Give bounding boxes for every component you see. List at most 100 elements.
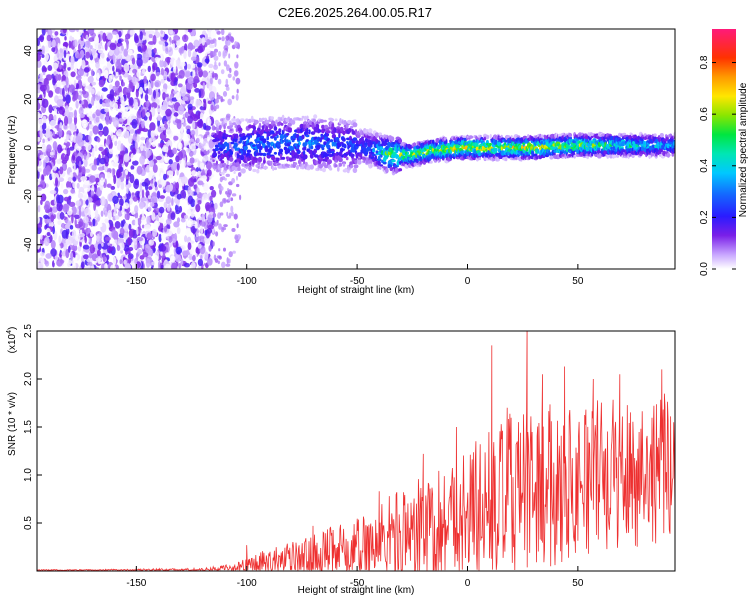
spectrogram-noise-cell — [199, 112, 204, 121]
spectrogram-noise-cell — [177, 142, 183, 150]
spectrogram-noise-cell — [46, 34, 52, 42]
spectrogram-noise-cell — [144, 243, 151, 252]
spectrogram-signal-cell — [319, 137, 323, 143]
spectrogram-noise-cell — [136, 110, 142, 120]
spectrogram-signal-cell — [354, 129, 358, 134]
spectrogram-noise-cell — [150, 130, 156, 138]
spectrogram-signal-cell — [287, 122, 292, 127]
spectrogram-noise-cell — [219, 201, 224, 208]
spectrogram-noise-cell — [136, 57, 143, 67]
spectrogram-signal-cell — [306, 115, 309, 121]
spectrogram-noise-cell — [185, 70, 191, 78]
spectrogram-noise-cell — [67, 70, 71, 77]
spectrogram-signal-cell — [317, 129, 322, 133]
spectrogram-noise-cell — [100, 210, 104, 217]
spectrogram-noise-cell — [62, 29, 67, 34]
spectrogram-noise-cell — [92, 218, 96, 227]
spectrogram-noise-cell — [162, 41, 166, 52]
spectrogram-noise-cell — [120, 143, 124, 152]
spectrogram-noise-cell — [46, 84, 50, 93]
spectrogram-noise-cell — [68, 40, 72, 49]
spectrogram-signal-cell — [257, 156, 263, 163]
spectrogram-signal-cell — [317, 159, 322, 165]
spectrogram-noise-cell — [144, 224, 151, 230]
spectrogram-signal-cell — [256, 168, 260, 174]
spectrogram-noise-cell — [113, 156, 119, 164]
spectrogram-noise-cell — [213, 64, 219, 70]
spectrogram-signal-cell — [237, 166, 241, 171]
spectrogram-signal-cell — [352, 167, 358, 173]
spectrogram-noise-cell — [64, 153, 69, 162]
spectrogram-noise-cell — [162, 60, 167, 68]
spectrogram-noise-cell — [180, 258, 184, 265]
spectrogram-noise-cell — [183, 50, 187, 59]
spectrogram-signal-cell — [231, 165, 236, 171]
spectrogram-marks — [37, 29, 675, 269]
spectrogram-noise-cell — [98, 79, 105, 88]
spectrogram-noise-cell — [46, 232, 51, 236]
spectrogram-noise-cell — [156, 190, 161, 199]
spectrogram-noise-cell — [173, 65, 176, 74]
spectrogram-noise-cell — [227, 98, 233, 106]
spectrogram-noise-cell — [107, 193, 113, 202]
spectrogram-noise-cell — [114, 221, 121, 229]
spectrogram-noise-cell — [141, 120, 145, 129]
spectrogram-noise-cell — [176, 163, 180, 171]
spectrogram-signal-cell — [229, 128, 233, 132]
spectrogram-signal-cell — [233, 142, 238, 148]
spectrogram-signal-cell — [442, 157, 445, 161]
spectrogram-signal-cell — [473, 150, 477, 154]
spectrogram-noise-cell — [160, 126, 166, 131]
spectrogram-noise-cell — [84, 168, 91, 173]
spectrogram-signal-cell — [263, 166, 268, 170]
spectrogram-noise-cell — [136, 135, 140, 143]
spectrogram-noise-cell — [179, 86, 187, 97]
spectrogram-noise-cell — [152, 164, 158, 173]
spectrogram-noise-cell — [163, 225, 168, 233]
spectrogram-signal-cell — [266, 142, 272, 145]
spectrogram-signal-cell — [472, 139, 476, 143]
spectrogram-signal-cell — [477, 152, 482, 157]
spectrogram-noise-cell — [176, 199, 180, 206]
spectrogram-noise-cell — [52, 131, 56, 137]
spectrogram-noise-cell — [220, 69, 225, 75]
spectrogram-noise-cell — [56, 194, 60, 204]
spectrogram-noise-cell — [234, 61, 239, 69]
spectrogram-signal-cell — [568, 132, 573, 138]
spectrogram-noise-cell — [43, 260, 49, 265]
spectrogram-noise-cell — [80, 145, 86, 151]
spectrogram-noise-cell — [47, 39, 52, 49]
spectrogram-noise-cell — [214, 258, 219, 263]
spectrogram-signal-cell — [485, 134, 490, 140]
spectrogram-noise-cell — [89, 244, 96, 254]
spectrogram-noise-cell — [111, 229, 117, 239]
spectrogram-noise-cell — [153, 89, 156, 99]
spectrogram-signal-cell — [226, 142, 230, 149]
spectrogram-signal-cell — [261, 125, 265, 130]
spectrogram-noise-cell — [134, 51, 138, 61]
spectrogram-noise-cell — [37, 169, 40, 179]
spectrogram-noise-cell — [180, 118, 185, 123]
spectrogram-noise-cell — [104, 98, 111, 104]
spectrogram-noise-cell — [107, 32, 113, 41]
spectrogram-noise-cell — [218, 248, 221, 252]
spectrogram-noise-cell — [105, 222, 110, 230]
spectrogram-signal-cell — [489, 142, 492, 146]
spectrogram-noise-cell — [172, 43, 176, 49]
spectrogram-noise-cell — [157, 114, 161, 121]
spectrogram-noise-cell — [88, 85, 91, 93]
spectrogram-noise-cell — [57, 42, 61, 51]
spectrogram-signal-cell — [425, 152, 428, 156]
spectrogram-noise-cell — [91, 48, 96, 56]
spectrogram-noise-cell — [141, 42, 147, 52]
spectrogram-signal-cell — [326, 130, 331, 134]
spectrogram-noise-cell — [136, 128, 141, 134]
spectrogram-noise-cell — [83, 153, 87, 160]
spectrogram-noise-cell — [92, 113, 96, 119]
spectrogram-signal-cell — [283, 126, 286, 132]
spectrogram-noise-cell — [37, 84, 41, 94]
spectrogram-noise-cell — [49, 151, 54, 156]
spectrogram-noise-cell — [126, 184, 129, 195]
spectrogram-noise-cell — [44, 224, 48, 230]
